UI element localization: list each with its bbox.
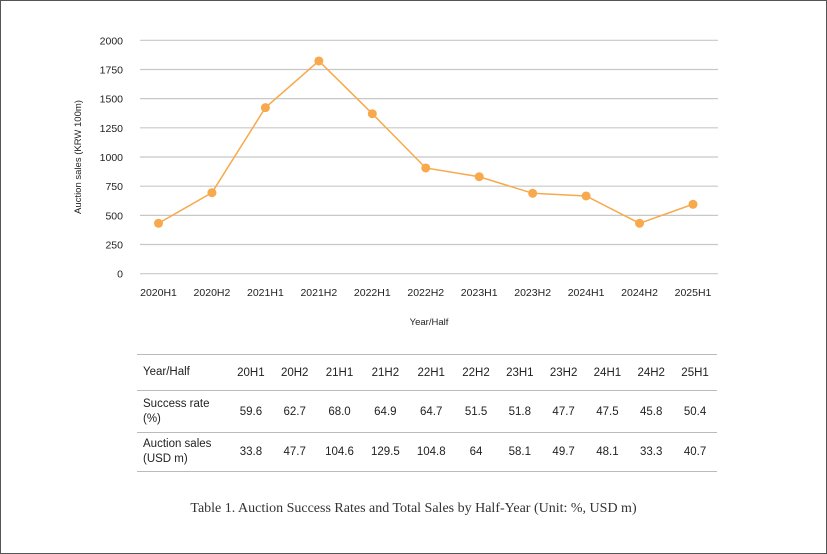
y-tick-label: 1500 xyxy=(100,94,124,106)
table-cell: 33.8 xyxy=(229,432,273,472)
table-row: Auction sales (USD m) 33.8 47.7 104.6 129.5 10… xyxy=(137,432,717,472)
table-cell: 47.7 xyxy=(541,390,586,433)
x-tick-label: 2021H1 xyxy=(247,287,284,299)
column-header: 22H1 xyxy=(408,354,455,391)
x-tick-label: 2025H1 xyxy=(675,287,712,299)
table-cell: 51.8 xyxy=(497,390,542,433)
table-cell: 104.8 xyxy=(408,432,455,472)
table-cell: 45.8 xyxy=(629,390,674,433)
x-tick-label: 2020H2 xyxy=(194,287,231,299)
table-cell: 104.6 xyxy=(316,432,363,472)
table-cell: 33.3 xyxy=(629,432,674,472)
x-tick-label: 2020H1 xyxy=(140,287,177,299)
table-cell: 48.1 xyxy=(585,432,630,472)
row-label-line: Success rate xyxy=(143,397,210,410)
data-point xyxy=(367,109,377,119)
data-point xyxy=(421,163,431,173)
table-cell: 49.7 xyxy=(541,432,586,472)
data-point xyxy=(688,199,698,209)
line-chart: 0 250 500 750 1000 1250 1500 1750 2000 2020H1 2020… xyxy=(73,35,718,328)
data-point xyxy=(581,191,591,201)
data-point xyxy=(474,172,484,182)
table-cell: 64.9 xyxy=(362,390,409,433)
column-header: 25H1 xyxy=(673,354,717,391)
column-header: Year/Half xyxy=(137,354,229,391)
table-cell: 58.1 xyxy=(497,432,542,472)
y-axis-label: Auction sales (KRW 100m) xyxy=(73,100,84,214)
series-line xyxy=(158,59,694,225)
data-point xyxy=(260,103,270,113)
table-cell: 50.4 xyxy=(673,390,717,433)
table-cell: 62.7 xyxy=(272,390,317,433)
column-header: 23H2 xyxy=(541,354,586,391)
table-cell: 51.5 xyxy=(454,390,498,433)
y-tick-label: 750 xyxy=(105,181,123,193)
x-tick-label: 2024H1 xyxy=(568,287,605,299)
table-cell: 64 xyxy=(454,432,498,472)
y-tick-label: 2000 xyxy=(100,35,124,47)
data-point xyxy=(314,56,324,66)
y-tick-label: 250 xyxy=(105,240,123,252)
data-point xyxy=(154,218,163,228)
column-header: 24H2 xyxy=(629,354,674,391)
x-tick-label: 2023H2 xyxy=(514,287,551,299)
data-point xyxy=(207,188,217,198)
column-header: 21H1 xyxy=(316,354,363,391)
table-cell: 64.7 xyxy=(408,390,455,433)
table-cell: 68.0 xyxy=(316,390,363,433)
x-tick-label: 2022H2 xyxy=(407,287,444,299)
data-table: Year/Half 20H1 20H2 21H1 21H2 22H1 22H2 23H1 23H… xyxy=(137,354,717,472)
table-header-row: Year/Half 20H1 20H2 21H1 21H2 22H1 22H2 23H1 23H… xyxy=(137,354,717,391)
data-point xyxy=(528,188,538,198)
table-caption: Table 1. Auction Success Rates and Total… xyxy=(190,501,637,516)
y-tick-label: 0 xyxy=(117,269,123,281)
table-cell: 59.6 xyxy=(229,390,273,433)
x-axis-label: Year/Half xyxy=(410,317,449,328)
column-header: 21H2 xyxy=(362,354,409,391)
row-label-line: (USD m) xyxy=(143,453,188,465)
table-cell: 47.7 xyxy=(272,432,317,472)
x-tick-label: 2023H1 xyxy=(461,287,498,299)
x-tick-label: 2022H1 xyxy=(354,287,391,299)
y-tick-label: 1000 xyxy=(100,152,124,164)
table-cell: 40.7 xyxy=(673,432,717,472)
row-label: Success rate (%) xyxy=(137,390,229,433)
x-tick-label: 2024H2 xyxy=(621,287,658,299)
y-tick-label: 500 xyxy=(105,210,123,222)
table-row: Success rate (%) 59.6 62.7 68.0 64.9 64.7 51.5 5… xyxy=(137,390,717,433)
y-tick-label: 1750 xyxy=(100,64,124,76)
table-cell: 129.5 xyxy=(362,432,409,472)
column-header: 22H2 xyxy=(454,354,498,391)
table-cell: 47.5 xyxy=(585,390,630,433)
column-header: 24H1 xyxy=(585,354,630,391)
row-label: Auction sales (USD m) xyxy=(137,432,229,472)
row-label-line: Auction sales xyxy=(143,438,212,450)
data-point xyxy=(635,218,645,228)
row-label-line: (%) xyxy=(143,412,161,425)
column-header: 20H2 xyxy=(272,354,317,391)
y-tick-label: 1250 xyxy=(100,123,124,135)
column-header: 20H1 xyxy=(229,354,273,391)
x-tick-label: 2021H2 xyxy=(300,287,337,299)
column-header: 23H1 xyxy=(497,354,542,391)
